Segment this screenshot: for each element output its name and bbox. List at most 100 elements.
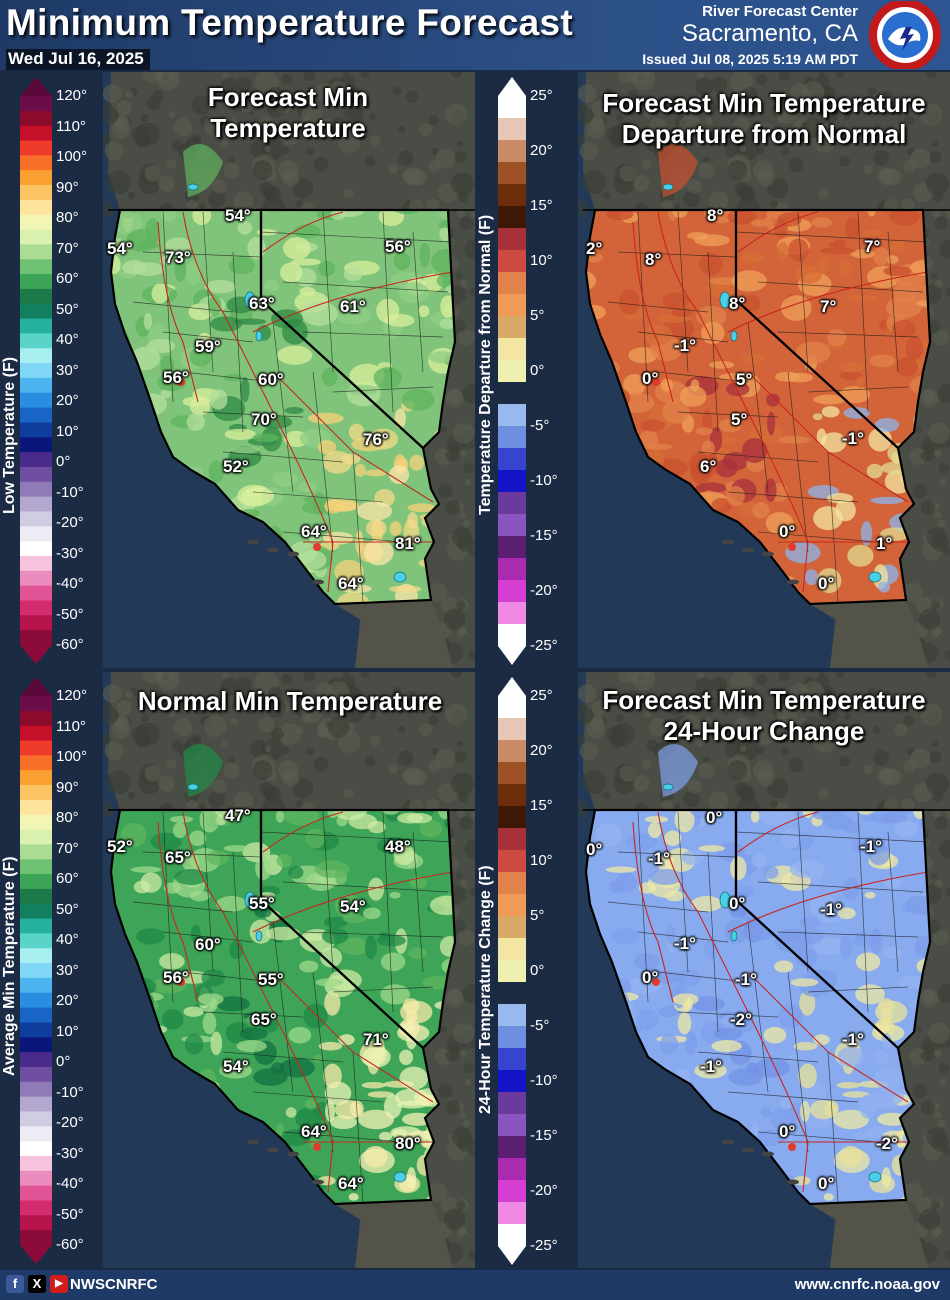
field-patch [184, 1033, 204, 1055]
terrain-texture [943, 1249, 950, 1260]
terrain-texture [264, 145, 271, 153]
terrain-texture [125, 90, 134, 99]
map-value-label: 8° [729, 294, 746, 313]
field-patch [202, 1012, 217, 1035]
field-patch [839, 361, 865, 373]
field-patch [709, 360, 735, 369]
field-patch [209, 389, 228, 410]
field-patch [271, 1062, 285, 1075]
terrain-texture [456, 140, 464, 148]
city-marker [652, 378, 660, 386]
field-patch [765, 511, 794, 535]
terrain-texture [835, 72, 845, 79]
field-patch [695, 427, 713, 436]
field-patch [379, 931, 389, 940]
field-patch [896, 356, 918, 377]
lake [255, 330, 263, 342]
terrain-texture [708, 191, 729, 211]
county-line [827, 451, 839, 603]
terrain-texture [702, 756, 711, 765]
field-patch [406, 1167, 416, 1189]
terrain-texture [408, 198, 423, 213]
field-patch [869, 354, 896, 368]
terrain-texture [937, 984, 950, 1004]
colorbar-swatch [20, 318, 52, 335]
terrain-texture [212, 779, 227, 794]
colorbar-swatch [498, 602, 526, 625]
nevada-border [259, 208, 457, 450]
map-value-label: 71° [363, 1030, 389, 1049]
colorbar-swatch [498, 558, 526, 581]
terrain-texture [929, 751, 942, 764]
field-patch [870, 496, 904, 505]
colorbar-swatch [20, 259, 52, 275]
field-patch [389, 521, 402, 537]
facebook-icon[interactable]: f [6, 1275, 24, 1293]
colorbar-top-arrow [498, 77, 526, 96]
terrain-texture [103, 702, 113, 711]
county-line [332, 986, 434, 993]
terrain-texture [633, 175, 650, 192]
field-patch [392, 1129, 408, 1139]
city-marker [177, 378, 185, 386]
website-link[interactable]: www.cnrfc.noaa.gov [794, 1276, 940, 1293]
terrain-texture [939, 239, 950, 259]
field-patch [838, 907, 856, 920]
terrain-texture [697, 672, 705, 680]
x-icon[interactable]: X [28, 1275, 46, 1293]
field-patch [406, 1033, 417, 1050]
terrain-texture [934, 1111, 942, 1119]
terrain-texture [220, 677, 239, 696]
field-patch [288, 1026, 312, 1044]
social-handle[interactable]: NWSCNRFC [70, 1276, 158, 1293]
field-patch [638, 882, 657, 894]
colorbar-swatch [498, 1070, 526, 1093]
field-patch [318, 1041, 343, 1051]
terrain-texture [397, 725, 406, 734]
field-patch [834, 239, 846, 250]
colorbar-swatch [20, 1170, 52, 1187]
field-patch [305, 828, 325, 849]
legend-tick: 110° [56, 117, 86, 135]
field-patch [204, 279, 236, 294]
legend-tick: -15° [530, 1127, 558, 1144]
colorbar-swatch [498, 1048, 526, 1071]
terrain-texture [662, 199, 673, 210]
field-patch [762, 865, 779, 879]
youtube-icon[interactable]: ▶ [50, 1275, 68, 1293]
terrain-texture [600, 90, 609, 99]
field-patch [240, 377, 250, 403]
map-value-label: -2° [730, 1010, 752, 1029]
county-line [887, 831, 899, 973]
field-patch [821, 406, 840, 418]
map-value-label: 7° [864, 237, 881, 256]
terrain-texture [252, 160, 273, 181]
field-patch [811, 217, 832, 228]
map-value-label: 52° [223, 457, 249, 476]
terrain-texture [437, 483, 453, 499]
change-legend: 24-Hour Temperature Change (F) 25° 20° 15°… [476, 672, 577, 1268]
map-value-label: 0° [818, 574, 835, 593]
terrain-texture [364, 156, 376, 167]
terrain-texture [627, 689, 639, 701]
county-line [412, 231, 424, 373]
terrain-texture [445, 1050, 456, 1061]
terrain-texture [459, 511, 467, 519]
map-value-label: 60° [195, 935, 221, 954]
field-patch [799, 990, 816, 1016]
highway [272, 371, 434, 503]
terrain-texture [879, 167, 898, 186]
colorbar-swatch [498, 1202, 526, 1225]
county-line [757, 1131, 879, 1143]
terrain-texture [281, 673, 293, 685]
terrain-texture [227, 756, 236, 765]
terrain-texture [695, 677, 714, 696]
terrain-texture [920, 1100, 936, 1115]
map-canvas [578, 72, 950, 668]
terrain-texture [939, 1079, 947, 1086]
terrain-texture [698, 162, 715, 179]
field-patch [120, 822, 147, 847]
county-line [747, 321, 769, 493]
colorbar [20, 677, 52, 1264]
county-line [272, 921, 294, 1093]
